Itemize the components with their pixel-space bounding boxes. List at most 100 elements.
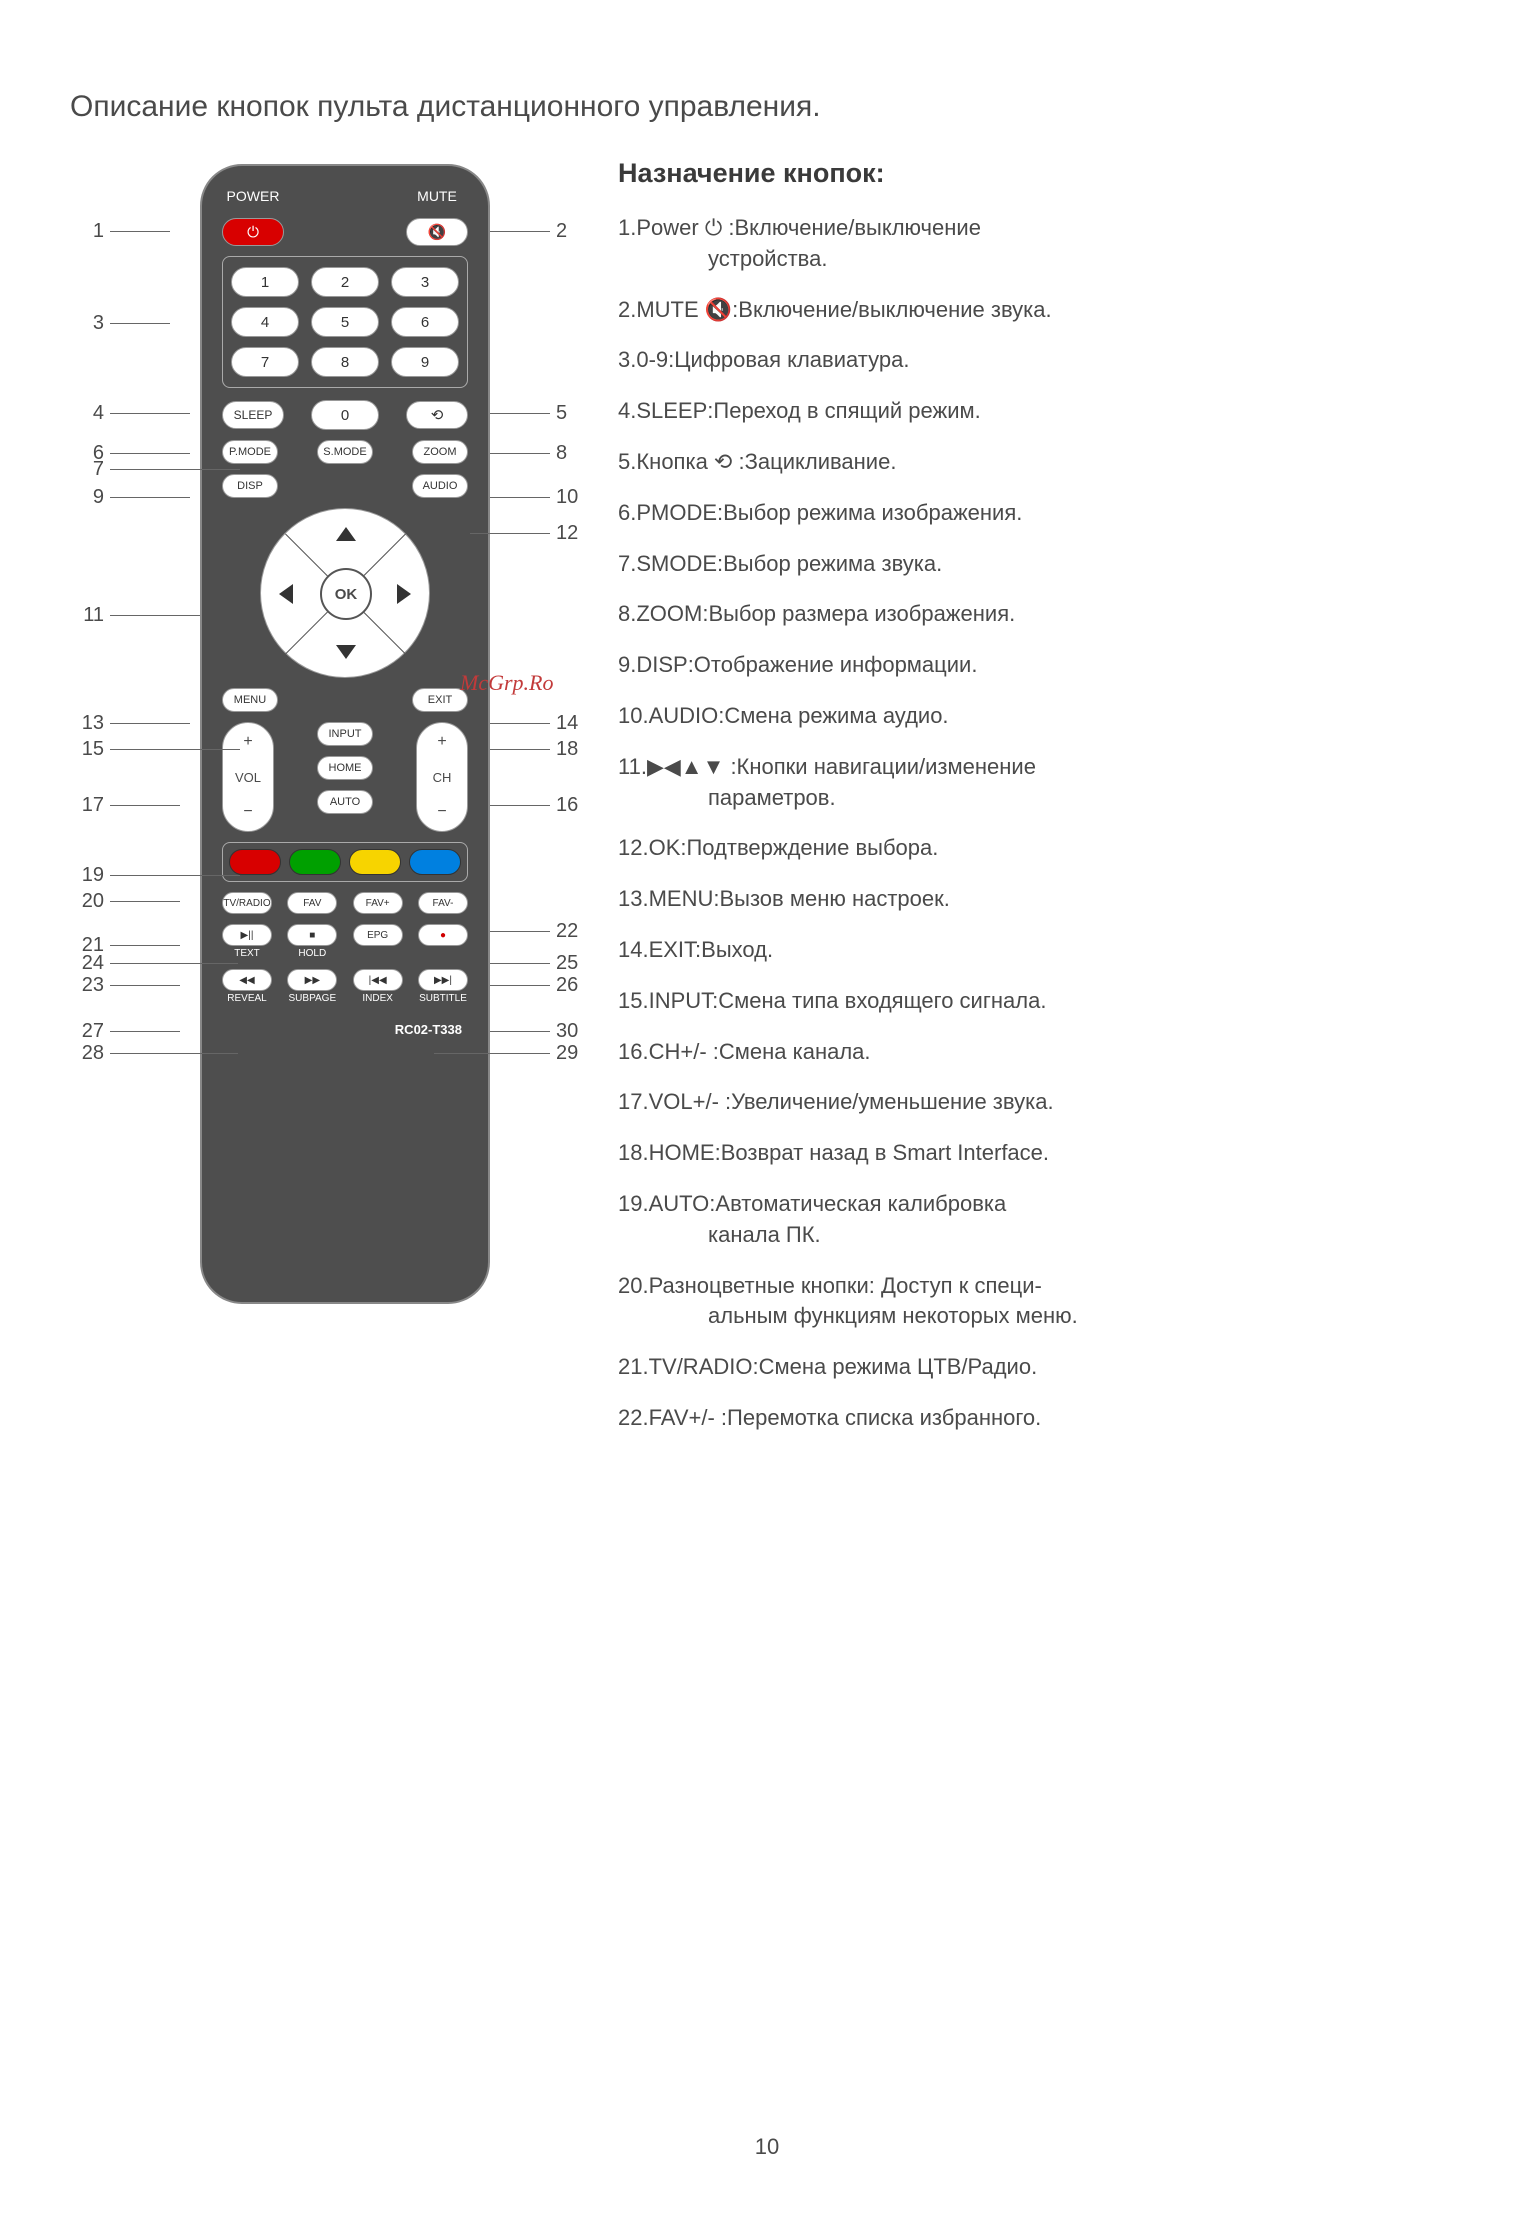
power-mute-labels: POWER MUTE bbox=[222, 188, 468, 208]
num-6[interactable]: 6 bbox=[391, 307, 459, 337]
callout-line-17 bbox=[110, 805, 180, 806]
callout-28: 28 bbox=[70, 1042, 238, 1065]
reveal-labels: REVEALSUBPAGEINDEXSUBTITLE bbox=[222, 993, 468, 1004]
num-2[interactable]: 2 bbox=[311, 267, 379, 297]
callout-line-12 bbox=[470, 533, 550, 534]
callout-13: 13 bbox=[70, 712, 190, 735]
num-4[interactable]: 4 bbox=[231, 307, 299, 337]
callout-line-21 bbox=[110, 945, 180, 946]
arrow-down[interactable] bbox=[336, 645, 356, 659]
text-label-2 bbox=[353, 948, 403, 959]
desc-item-13: 13.MENU:Вызов меню настроек. bbox=[618, 884, 1464, 915]
desc-item-12: 12.OK:Подтверждение выбора. bbox=[618, 833, 1464, 864]
ch-rocker[interactable]: + CH − bbox=[416, 722, 468, 832]
callout-16: 16 bbox=[490, 794, 590, 817]
fav-button-2[interactable]: FAV+ bbox=[353, 892, 403, 914]
mute-button[interactable]: 🔇 bbox=[406, 218, 468, 246]
smode-button[interactable]: S.MODE bbox=[317, 440, 373, 464]
desc-item-4: 4.SLEEP:Переход в спящий режим. bbox=[618, 396, 1464, 427]
desc-item-16: 16.CH+/- :Смена канала. bbox=[618, 1037, 1464, 1068]
rw-button-3[interactable]: ▶▶| bbox=[418, 969, 468, 991]
sleep-button[interactable]: SLEEP bbox=[222, 401, 284, 429]
desc-item-21: 21.TV/RADIO:Смена режима ЦТВ/Радио. bbox=[618, 1352, 1464, 1383]
callout-line-26 bbox=[490, 985, 550, 986]
epg-button-1[interactable]: ■ bbox=[287, 924, 337, 946]
num-3[interactable]: 3 bbox=[391, 267, 459, 297]
epg-button-2[interactable]: EPG bbox=[353, 924, 403, 946]
loop-button[interactable]: ⟲ bbox=[406, 401, 468, 429]
arrow-right[interactable] bbox=[397, 584, 411, 604]
callout-line-10 bbox=[490, 497, 550, 498]
callout-num-23: 23 bbox=[70, 974, 104, 997]
callout-line-7 bbox=[110, 469, 240, 470]
auto-button[interactable]: AUTO bbox=[317, 790, 373, 814]
num-7[interactable]: 7 bbox=[231, 347, 299, 377]
reveal-label-3: SUBTITLE bbox=[418, 993, 468, 1004]
epg-button-3[interactable]: ● bbox=[418, 924, 468, 946]
arrow-up[interactable] bbox=[336, 527, 356, 541]
desc-item-cont-20: альным функциям некоторых меню. bbox=[618, 1301, 1464, 1332]
desc-item-2: 2.MUTE 🔇:Включение/выключение звука. bbox=[618, 295, 1464, 326]
epg-button-0[interactable]: ▶|| bbox=[222, 924, 272, 946]
callout-2: 2 bbox=[490, 220, 590, 243]
loop-icon: ⟲ bbox=[431, 406, 444, 424]
callout-num-2: 2 bbox=[556, 220, 590, 243]
callout-30: 30 bbox=[490, 1020, 590, 1043]
num-1[interactable]: 1 bbox=[231, 267, 299, 297]
power-button[interactable]: ⏻ bbox=[222, 218, 284, 246]
arrow-left[interactable] bbox=[279, 584, 293, 604]
callout-17: 17 bbox=[70, 794, 180, 817]
reveal-label-2: INDEX bbox=[353, 993, 403, 1004]
ok-button[interactable]: OK bbox=[320, 568, 372, 620]
vol-plus-icon: + bbox=[243, 733, 252, 751]
num-8[interactable]: 8 bbox=[311, 347, 379, 377]
callout-num-4: 4 bbox=[70, 402, 104, 425]
page-number: 10 bbox=[70, 2134, 1464, 2160]
callout-22: 22 bbox=[490, 920, 590, 943]
desc-item-20: 20.Разноцветные кнопки: Доступ к специ-а… bbox=[618, 1271, 1464, 1333]
callout-19: 19 bbox=[70, 864, 240, 887]
rw-button-1[interactable]: ▶▶ bbox=[287, 969, 337, 991]
menu-button[interactable]: MENU bbox=[222, 688, 278, 712]
desc-item-17: 17.VOL+/- :Увеличение/уменьшение звука. bbox=[618, 1087, 1464, 1118]
callout-line-16 bbox=[490, 805, 550, 806]
callout-num-26: 26 bbox=[556, 974, 590, 997]
vol-minus-icon: − bbox=[243, 803, 252, 821]
num-5[interactable]: 5 bbox=[311, 307, 379, 337]
audio-button[interactable]: AUDIO bbox=[412, 474, 468, 498]
zoom-button[interactable]: ZOOM bbox=[412, 440, 468, 464]
home-button[interactable]: HOME bbox=[317, 756, 373, 780]
desc-item-cont-11: параметров. bbox=[618, 783, 1464, 814]
color-button-2[interactable] bbox=[349, 849, 401, 875]
callout-num-1: 1 bbox=[70, 220, 104, 243]
fav-button-3[interactable]: FAV- bbox=[418, 892, 468, 914]
callout-10: 10 bbox=[490, 486, 590, 509]
color-button-3[interactable] bbox=[409, 849, 461, 875]
callout-num-29: 29 bbox=[556, 1042, 590, 1065]
ch-minus-icon: − bbox=[437, 803, 446, 821]
callout-num-16: 16 bbox=[556, 794, 590, 817]
callout-26: 26 bbox=[490, 974, 590, 997]
callout-18: 18 bbox=[490, 738, 590, 761]
color-button-1[interactable] bbox=[289, 849, 341, 875]
numpad: 1 2 3 4 5 6 7 8 9 bbox=[222, 256, 468, 388]
callout-num-13: 13 bbox=[70, 712, 104, 735]
fav-button-1[interactable]: FAV bbox=[287, 892, 337, 914]
fav-button-0[interactable]: TV/RADIO bbox=[222, 892, 272, 914]
vol-ch-row: + VOL − INPUT HOME AUTO + CH − bbox=[222, 722, 468, 832]
num-0[interactable]: 0 bbox=[311, 400, 379, 430]
num-9[interactable]: 9 bbox=[391, 347, 459, 377]
callout-num-3: 3 bbox=[70, 312, 104, 335]
callout-line-13 bbox=[110, 723, 190, 724]
callout-line-30 bbox=[490, 1031, 550, 1032]
power-icon: ⏻ bbox=[247, 224, 259, 241]
callout-23: 23 bbox=[70, 974, 180, 997]
rw-button-2[interactable]: |◀◀ bbox=[353, 969, 403, 991]
disp-audio-row: DISP AUDIO bbox=[222, 474, 468, 498]
callout-num-10: 10 bbox=[556, 486, 590, 509]
callout-11: 11 bbox=[70, 604, 200, 627]
callout-num-28: 28 bbox=[70, 1042, 104, 1065]
callout-num-7: 7 bbox=[70, 458, 104, 481]
remote-body: POWER MUTE ⏻ 🔇 1 2 3 4 5 6 7 bbox=[200, 164, 490, 1304]
input-button[interactable]: INPUT bbox=[317, 722, 373, 746]
